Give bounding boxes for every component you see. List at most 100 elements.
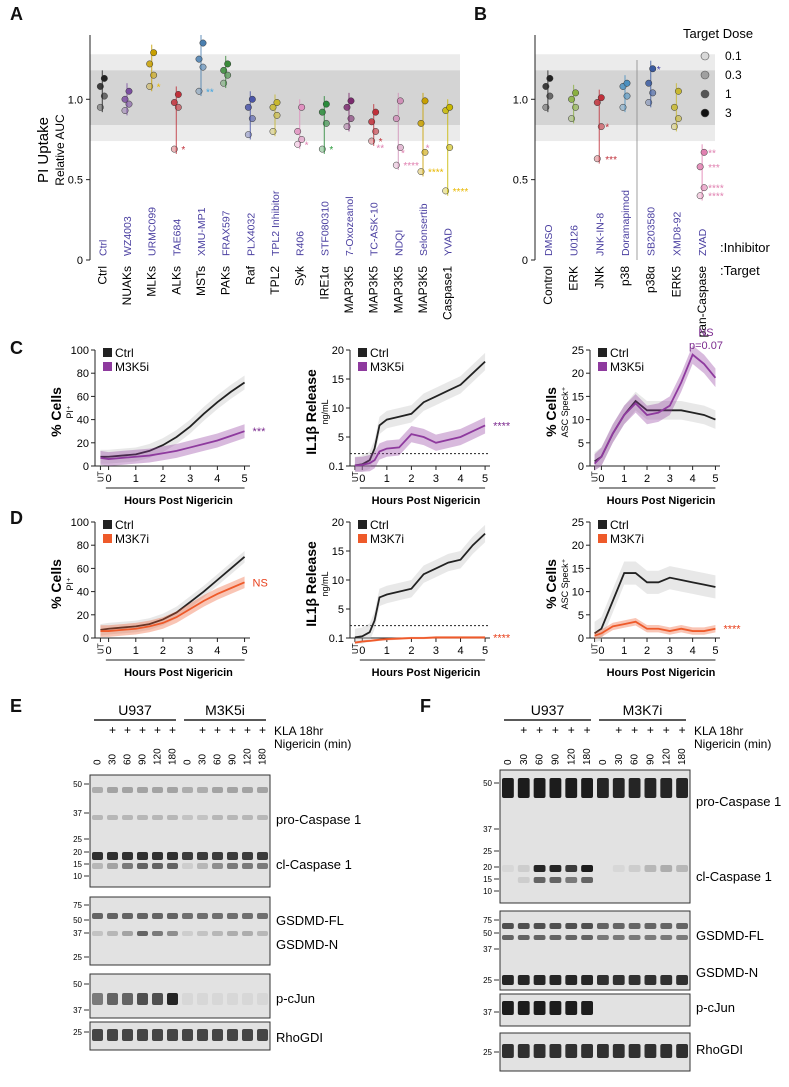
lane-time: 60 — [535, 753, 546, 765]
blot-band — [549, 1044, 562, 1058]
significance-star: * — [401, 148, 405, 159]
blot-band — [107, 852, 118, 860]
data-point — [244, 131, 252, 139]
y-tick-label: 10 — [572, 587, 584, 599]
mw-marker: 37 — [73, 929, 82, 938]
blot-band — [182, 993, 193, 1005]
mw-marker: 25 — [73, 1028, 82, 1037]
x-tick-label: 2 — [408, 645, 414, 657]
blot-band — [137, 931, 148, 936]
data-point — [343, 103, 351, 111]
panel-label-c: C — [10, 338, 23, 358]
inhibitor-label: NDQI — [393, 230, 405, 256]
ci-band — [354, 352, 486, 472]
kla-plus: + — [109, 723, 116, 737]
y-tick-label: 25 — [572, 345, 584, 357]
blot-band — [242, 815, 253, 820]
y-tick-label: 20 — [572, 540, 584, 552]
kla-plus: + — [584, 723, 591, 737]
data-point — [542, 103, 550, 111]
y-tick-label: 5 — [338, 432, 344, 444]
blot-membrane — [89, 774, 271, 888]
kla-plus: + — [259, 723, 266, 737]
data-point — [372, 127, 380, 135]
lane-time: 180 — [582, 748, 593, 765]
data-point — [195, 55, 203, 63]
y-tick-label: 5 — [578, 610, 584, 622]
significance-star: * — [181, 145, 185, 156]
data-point — [273, 99, 281, 106]
mw-marker: 37 — [483, 1008, 492, 1017]
y-tick-label: 15 — [572, 563, 584, 575]
legend-swatch — [358, 520, 367, 529]
data-point — [170, 145, 178, 153]
data-point — [396, 144, 404, 151]
x-tick-label: 0 — [106, 645, 112, 657]
blot-band — [167, 1029, 178, 1041]
lane-time: 90 — [138, 753, 149, 765]
inhibitor-label: PLX4032 — [245, 213, 257, 256]
x-tick-label: UT — [351, 643, 360, 654]
data-point — [298, 136, 306, 143]
panel-label-f: F — [420, 696, 431, 716]
data-point — [248, 115, 256, 123]
y-tick-label: 80 — [77, 368, 89, 380]
data-point — [269, 127, 277, 135]
x-axis-title: Hours Post Nigericin — [372, 667, 481, 679]
blot-band — [533, 778, 546, 798]
inhibitor-label: Selonsertib — [418, 203, 430, 256]
data-point — [248, 95, 256, 103]
lane-time: 0 — [93, 759, 104, 765]
y-tick-label: 100 — [71, 517, 89, 529]
target-label: Ctrl — [95, 266, 109, 285]
legend-swatch — [700, 70, 710, 80]
data-point — [372, 108, 380, 116]
blot-band — [167, 993, 178, 1005]
mw-marker: 50 — [73, 916, 82, 925]
blot-band — [212, 863, 223, 869]
x-tick-label: 5 — [712, 473, 718, 485]
inhibitor-label: ZVAD — [697, 228, 709, 256]
blot-band — [242, 993, 253, 1005]
y-tick-label: 0 — [83, 633, 89, 645]
inhibitor-label: XMU-MP1 — [196, 207, 208, 256]
y-tick-label: 0 — [522, 255, 528, 267]
series-line — [354, 424, 486, 467]
data-point — [347, 97, 355, 105]
blot-band — [628, 935, 641, 940]
blot-band — [628, 923, 641, 929]
legend-swatch — [358, 362, 367, 371]
legend-swatch — [598, 534, 607, 543]
y-tick-label: 0 — [83, 461, 89, 473]
y-tick-label: 15 — [332, 546, 344, 558]
panel-label-b: B — [474, 4, 487, 24]
inhibitor-label: URMC099 — [147, 207, 159, 256]
series-line — [354, 360, 486, 467]
data-point — [224, 71, 232, 79]
legend-label: M3K5i — [370, 360, 404, 374]
y-axis-subtitle: PI⁺ — [65, 577, 75, 591]
x-tick-label: 5 — [482, 645, 488, 657]
ci-band — [100, 576, 245, 637]
target-label: p38α — [644, 266, 658, 293]
protein-label: cl-Caspase 1 — [276, 857, 352, 872]
blot-band — [152, 863, 163, 869]
blot-band — [152, 787, 163, 793]
lane-time: 120 — [566, 748, 577, 765]
significance-star: * — [305, 140, 309, 151]
y-axis-title: IL1β Release — [303, 541, 319, 627]
blot-band — [167, 852, 178, 860]
blot-band — [676, 778, 688, 798]
data-point — [224, 60, 232, 68]
blot-band — [581, 778, 593, 798]
blot-band — [107, 815, 118, 820]
protein-label: pro-Caspase 1 — [696, 794, 781, 809]
kla-plus: + — [615, 723, 622, 737]
mw-marker: 75 — [483, 916, 492, 925]
target-label: p38 — [618, 266, 632, 286]
blot-band — [597, 778, 609, 798]
blot-band — [92, 931, 103, 936]
y-tick-label: 0 — [578, 633, 584, 645]
x-tick-label: 3 — [667, 473, 673, 485]
